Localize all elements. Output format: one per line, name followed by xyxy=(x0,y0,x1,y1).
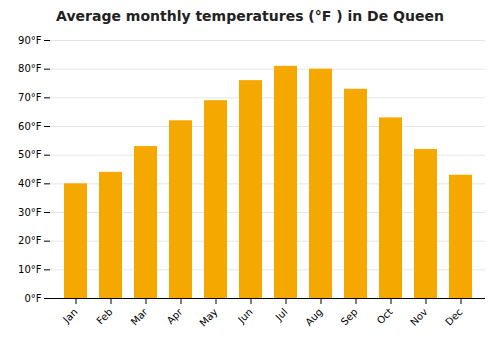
svg-text:Feb: Feb xyxy=(94,306,114,326)
svg-text:Sep: Sep xyxy=(339,306,360,327)
svg-text:30°F: 30°F xyxy=(18,207,42,218)
svg-text:Jan: Jan xyxy=(60,306,79,325)
svg-text:90°F: 90°F xyxy=(18,35,42,46)
svg-text:20°F: 20°F xyxy=(18,235,42,246)
svg-text:Dec: Dec xyxy=(443,306,464,327)
svg-text:Apr: Apr xyxy=(165,306,186,327)
svg-text:Jun: Jun xyxy=(235,306,255,326)
svg-text:Nov: Nov xyxy=(408,306,430,328)
html-text:Average monthly temperatures (: Average monthly temperatures (°F ) in De… xyxy=(56,8,444,24)
svg-text:Jul: Jul xyxy=(273,306,290,323)
svg-text:70°F: 70°F xyxy=(18,92,42,103)
svg-text:Mar: Mar xyxy=(129,306,151,328)
svg-text:Aug: Aug xyxy=(303,306,325,328)
svg-text:40°F: 40°F xyxy=(18,178,42,189)
svg-text:10°F: 10°F xyxy=(18,264,42,275)
svg-text:50°F: 50°F xyxy=(18,149,42,160)
svg-text:80°F: 80°F xyxy=(18,63,42,74)
svg-text:0°F: 0°F xyxy=(24,293,41,304)
svg-text:60°F: 60°F xyxy=(18,121,42,132)
svg-text:May: May xyxy=(197,306,219,328)
svg-text:Oct: Oct xyxy=(375,306,395,326)
